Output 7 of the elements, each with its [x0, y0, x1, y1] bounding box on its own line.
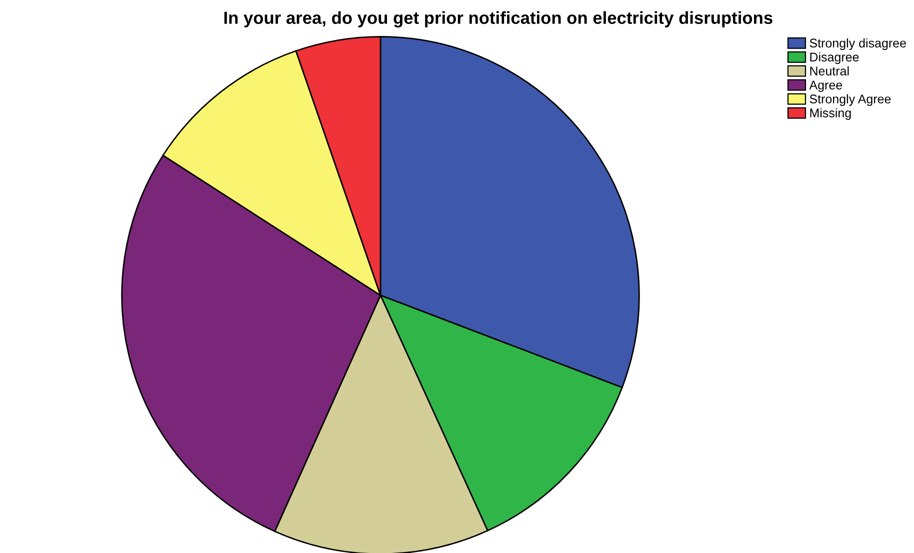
- legend-label: Disagree: [810, 52, 859, 64]
- chart-title: In your area, do you get prior notification on electricity disruptions: [224, 11, 772, 28]
- legend-label: Agree: [809, 80, 842, 92]
- legend-label: Strongly disagree: [810, 38, 906, 50]
- legend-label: Neutral: [810, 66, 849, 76]
- legend-label: Strongly Agree: [810, 94, 891, 106]
- legend-label: Missing: [810, 108, 851, 120]
